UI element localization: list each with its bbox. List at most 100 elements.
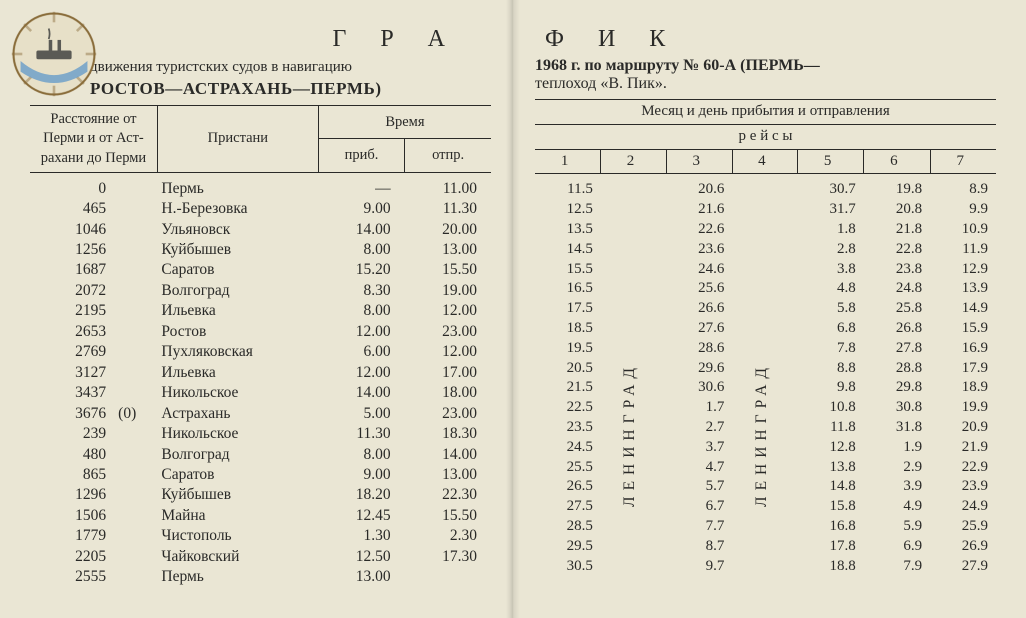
cell: 28.8	[864, 359, 930, 379]
cell: 18.5	[535, 319, 601, 339]
cell: 6.8	[798, 319, 864, 339]
table-row: 1256Куйбышев8.0013.00	[30, 240, 491, 260]
cell: 8.8	[798, 359, 864, 379]
cell-dep: 23.00	[405, 404, 491, 424]
cell-km2	[118, 424, 157, 444]
title-right: Ф И К	[545, 26, 964, 53]
cell: 17.5	[535, 299, 601, 319]
cell: 6.9	[864, 537, 930, 557]
table-row: 17.5ЛЕНИНГРАД26.6ЛЕНИНГРАД5.825.814.9	[535, 299, 996, 319]
col-6: 6	[864, 149, 930, 174]
cell: 26.9	[930, 537, 996, 557]
cell: 16.9	[930, 339, 996, 359]
table-row: 1779Чистополь1.302.30	[30, 526, 491, 546]
cell: 16.5	[535, 279, 601, 299]
cell: 14.5	[535, 240, 601, 260]
cell-arr: 12.50	[318, 547, 404, 567]
table-row: 0Пермь—11.00	[30, 172, 491, 199]
cell	[601, 260, 666, 280]
cell: 11.8	[798, 418, 864, 438]
cell: 5.7	[666, 477, 732, 497]
cell-arr: 12.00	[318, 363, 404, 383]
cell: 23.5	[535, 418, 601, 438]
cell: 31.8	[864, 418, 930, 438]
cell-km: 865	[30, 465, 118, 485]
cell-name: Ульяновск	[157, 220, 318, 240]
cell-dep	[405, 567, 491, 587]
table-row: 1506Майна12.4515.50	[30, 506, 491, 526]
cell: 12.5	[535, 200, 601, 220]
cell	[732, 240, 797, 260]
cell-arr: —	[318, 172, 404, 199]
cell: 26.6	[666, 299, 732, 319]
table-row: 465Н.-Березовка9.0011.30	[30, 199, 491, 219]
cell-name: Пухляковская	[157, 342, 318, 362]
cell: 20.6	[666, 174, 732, 200]
cell-dep: 17.30	[405, 547, 491, 567]
cell: 15.9	[930, 319, 996, 339]
cell-km2	[118, 506, 157, 526]
cell-km: 2195	[30, 301, 118, 321]
cell: 22.6	[666, 220, 732, 240]
cell: 30.8	[864, 398, 930, 418]
table-row: 12.521.631.720.89.9	[535, 200, 996, 220]
cell: 16.8	[798, 517, 864, 537]
cell	[732, 279, 797, 299]
cell: 29.8	[864, 378, 930, 398]
cell: 19.8	[864, 174, 930, 200]
cell-arr: 6.00	[318, 342, 404, 362]
col-4: 4	[732, 149, 797, 174]
table-row: 239Никольское11.3018.30	[30, 424, 491, 444]
cell	[732, 200, 797, 220]
cell-name: Волгоград	[157, 445, 318, 465]
cell-km2	[118, 220, 157, 240]
cell: 2.9	[864, 458, 930, 478]
cell: 5.9	[864, 517, 930, 537]
table-row: 2195Ильевка8.0012.00	[30, 301, 491, 321]
cell-name: Саратов	[157, 465, 318, 485]
cell-km: 2769	[30, 342, 118, 362]
cell-km2	[118, 281, 157, 301]
col-5: 5	[798, 149, 864, 174]
cell: 4.7	[666, 458, 732, 478]
cell: 27.8	[864, 339, 930, 359]
table-row: 13.522.61.821.810.9	[535, 220, 996, 240]
left-route: РОСТОВ—АСТРАХАНЬ—ПЕРМЬ)	[90, 79, 491, 99]
cell-km2	[118, 547, 157, 567]
cell-arr: 8.00	[318, 240, 404, 260]
cell	[732, 260, 797, 280]
cell: 23.8	[864, 260, 930, 280]
cell-arr: 8.30	[318, 281, 404, 301]
cell-dep: 18.00	[405, 383, 491, 403]
cell: 27.5	[535, 497, 601, 517]
cell-arr: 13.00	[318, 567, 404, 587]
cell	[601, 174, 666, 200]
cell-km: 1506	[30, 506, 118, 526]
cell: 22.9	[930, 458, 996, 478]
cell-name: Ростов	[157, 322, 318, 342]
table-row: 2072Волгоград8.3019.00	[30, 281, 491, 301]
cell: 21.9	[930, 438, 996, 458]
cell: 1.9	[864, 438, 930, 458]
table-row: 480Волгоград8.0014.00	[30, 445, 491, 465]
col-7: 7	[930, 149, 996, 174]
cell-arr: 9.00	[318, 199, 404, 219]
cell: 29.6	[666, 359, 732, 379]
cell-dep: 15.50	[405, 506, 491, 526]
cell: 2.7	[666, 418, 732, 438]
table-row: 865Саратов9.0013.00	[30, 465, 491, 485]
cell: 29.5	[535, 537, 601, 557]
cell-dep: 23.00	[405, 322, 491, 342]
cell	[601, 220, 666, 240]
cell-km2	[118, 445, 157, 465]
table-row: 3437Никольское14.0018.00	[30, 383, 491, 403]
cell-arr: 8.00	[318, 301, 404, 321]
cell-arr: 12.00	[318, 322, 404, 342]
cell: 10.8	[798, 398, 864, 418]
cell: 25.6	[666, 279, 732, 299]
col-1: 1	[535, 149, 601, 174]
table-row: 2653Ростов12.0023.00	[30, 322, 491, 342]
table-row: 3127Ильевка12.0017.00	[30, 363, 491, 383]
cell: 9.8	[798, 378, 864, 398]
leningrad-col2: ЛЕНИНГРАД	[601, 299, 666, 576]
